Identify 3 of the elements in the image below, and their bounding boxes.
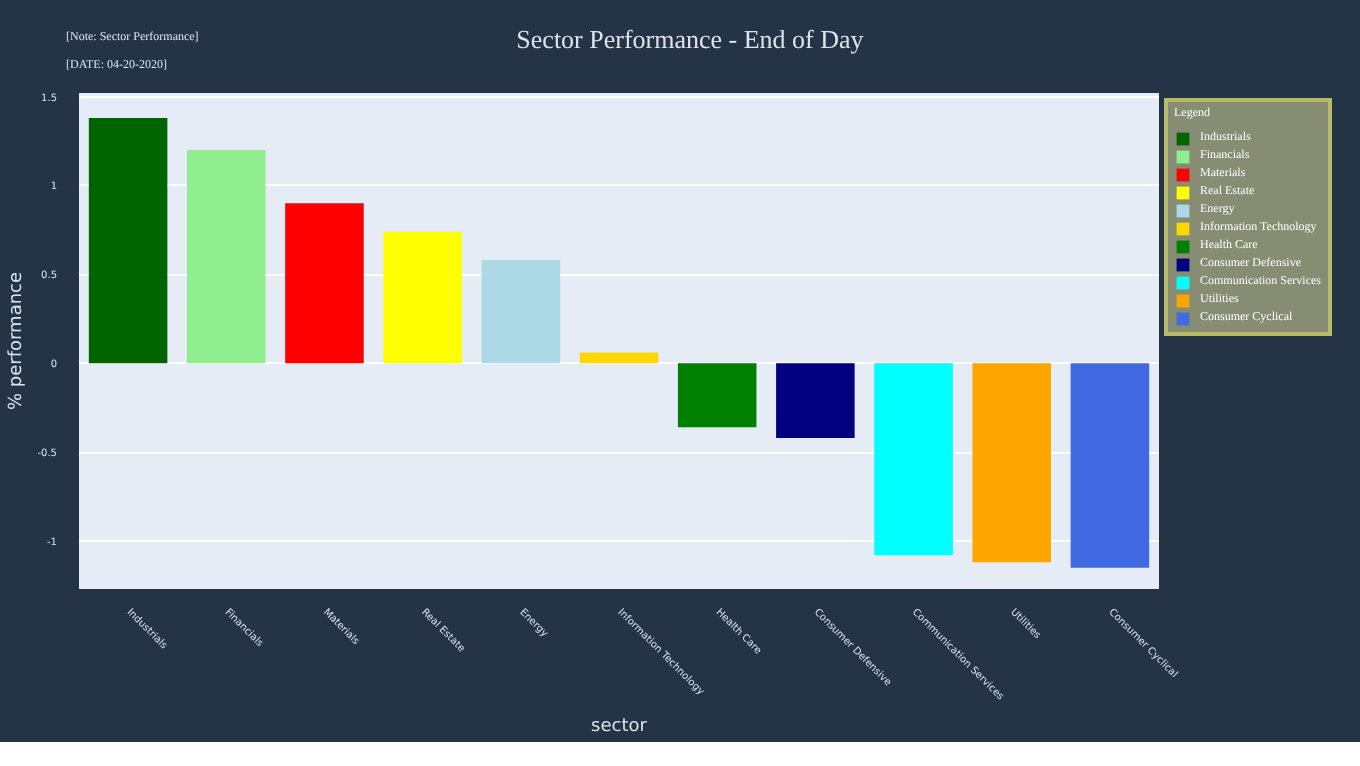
y-axis-title: % performance (7, 271, 28, 411)
chart-title: Sector Performance - End of Day (516, 24, 864, 54)
x-axis-title: sector (591, 717, 648, 738)
